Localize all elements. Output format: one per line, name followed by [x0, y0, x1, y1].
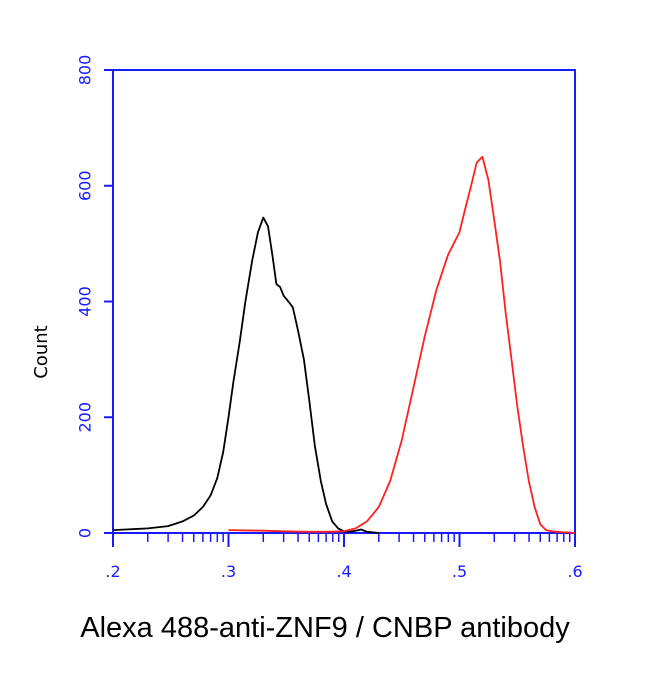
y-tick-label: 800	[76, 55, 95, 86]
x-tick-label: .6	[567, 562, 582, 581]
y-tick-label: 400	[76, 286, 95, 317]
x-tick-label: .3	[221, 562, 236, 581]
x-tick-label: .5	[452, 562, 467, 581]
y-tick-label: 0	[76, 528, 95, 538]
y-tick-label: 200	[76, 402, 95, 433]
plot-area: 0 200 400 600 800 .2 .3 .4 .5 .6	[76, 55, 583, 581]
plot-frame	[112, 69, 576, 534]
y-tick-label: 600	[76, 170, 95, 201]
histogram-chart: 0 200 400 600 800 .2 .3 .4 .5 .6 Count	[31, 55, 583, 581]
series-line	[112, 216, 379, 534]
y-axis-title: Count	[31, 325, 52, 378]
x-tick-label: .4	[336, 562, 351, 581]
series-line	[228, 155, 576, 534]
x-axis-title: Alexa 488-anti-ZNF9 / CNBP antibody	[80, 612, 570, 644]
x-tick-label: .2	[105, 562, 120, 581]
